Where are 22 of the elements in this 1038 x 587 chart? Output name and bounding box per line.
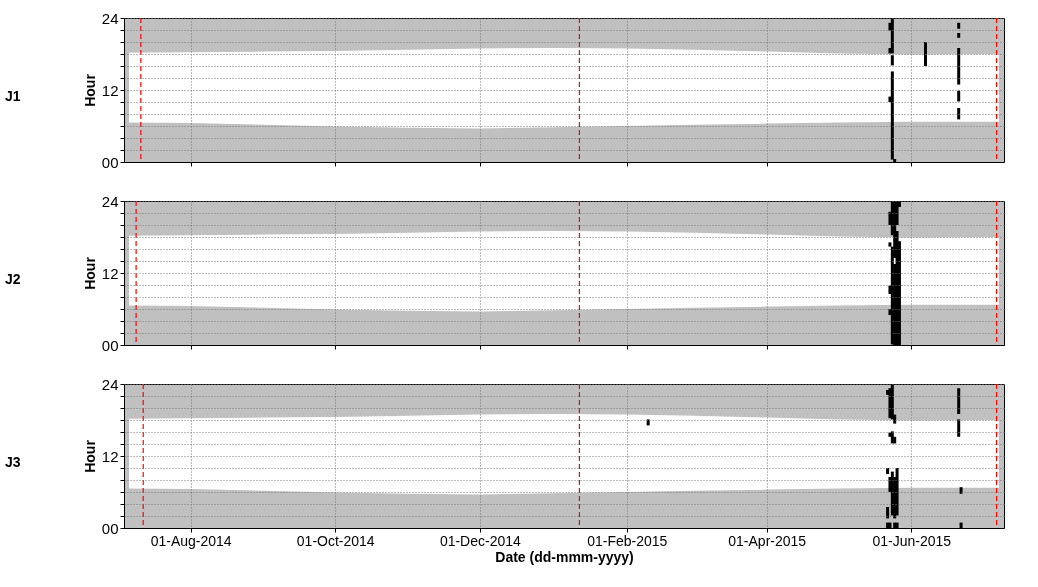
x-tick-label: 01-Dec-2014 xyxy=(439,532,522,549)
y-tick-label: 12 xyxy=(101,264,119,282)
x-axis-title: Date (dd-mmm-yyyy) xyxy=(495,548,634,565)
x-tick-label: 01-Feb-2015 xyxy=(587,532,668,549)
x-tick-label: 01-Aug-2014 xyxy=(150,532,232,549)
y-tick-label: 00 xyxy=(101,519,119,537)
x-tick-label: 01-Apr-2015 xyxy=(728,532,807,549)
x-tick-label: 01-Jun-2015 xyxy=(872,532,952,549)
text: J3 xyxy=(4,454,21,470)
x-tick-label: 01-Oct-2014 xyxy=(296,532,375,549)
y-tick-label: 24 xyxy=(101,9,119,27)
y-tick-label: 00 xyxy=(101,153,119,171)
y-tick-label: 24 xyxy=(101,192,119,210)
y-axis-title: Hour xyxy=(81,256,98,290)
text: J1 xyxy=(4,88,21,104)
y-tick-label: 00 xyxy=(101,336,119,354)
y-axis-title: Hour xyxy=(81,73,98,107)
y-axis-title: Hour xyxy=(81,439,98,473)
y-tick-label: 12 xyxy=(101,447,119,465)
y-tick-label: 24 xyxy=(101,375,119,393)
y-tick-label: 12 xyxy=(101,81,119,99)
text: J2 xyxy=(4,271,21,287)
